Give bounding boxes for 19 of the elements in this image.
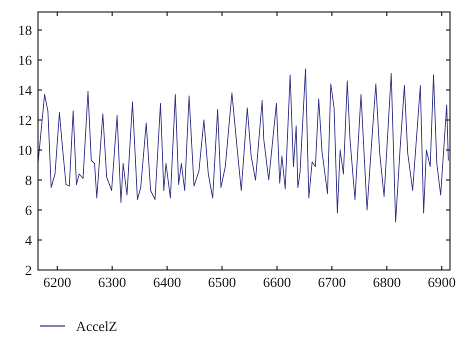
y-tick-label: 14 <box>18 84 32 99</box>
y-tick-label: 6 <box>25 204 32 219</box>
x-tick-label: 6800 <box>372 276 401 291</box>
x-tick-label: 6200 <box>43 276 72 291</box>
y-tick-label: 12 <box>18 114 32 129</box>
y-tick-label: 18 <box>18 24 32 39</box>
x-tick-label: 6400 <box>153 276 182 291</box>
line-series <box>38 68 449 222</box>
y-tick-label: 8 <box>25 174 32 189</box>
x-tick-label: 6500 <box>208 276 236 291</box>
legend-label: AccelZ <box>76 320 118 335</box>
y-tick-label: 16 <box>18 54 32 69</box>
y-tick-label: 2 <box>25 264 32 279</box>
x-tick-label: 6600 <box>262 276 291 291</box>
x-tick-label: 6700 <box>318 276 346 291</box>
y-tick-label: 4 <box>25 234 32 249</box>
x-tick-label: 6300 <box>98 276 126 291</box>
x-tick-label: 6900 <box>428 276 456 291</box>
y-tick-label: 10 <box>18 144 32 159</box>
